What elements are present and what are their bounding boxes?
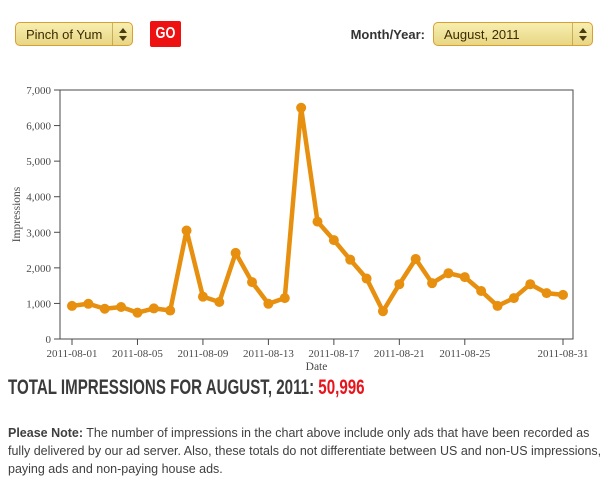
month-year-select-value: August, 2011 [444, 26, 520, 42]
svg-text:2011-08-01: 2011-08-01 [47, 348, 98, 360]
go-button-label: GO [155, 25, 176, 42]
svg-text:3,000: 3,000 [26, 227, 51, 239]
svg-text:2011-08-25: 2011-08-25 [439, 348, 490, 360]
note-text: Please Note: The number of impressions i… [8, 425, 605, 478]
site-select-value: Pinch of Yum [26, 26, 103, 42]
svg-text:2011-08-05: 2011-08-05 [112, 348, 163, 360]
chevron-up-icon [578, 27, 587, 33]
total-impressions-value: 50,996 [318, 376, 365, 399]
svg-text:Impressions: Impressions [11, 186, 23, 242]
svg-text:0: 0 [46, 334, 52, 346]
svg-text:2011-08-31: 2011-08-31 [538, 348, 589, 360]
chevron-down-icon [118, 35, 127, 41]
svg-text:2011-08-17: 2011-08-17 [308, 348, 359, 360]
impressions-chart: 0 1,000 2,000 3,000 4,000 5,000 6,000 7,000 2011… [0, 59, 613, 371]
svg-text:4,000: 4,000 [26, 192, 51, 204]
svg-text:5,000: 5,000 [26, 156, 51, 168]
select-stepper-icon [572, 23, 592, 45]
site-select[interactable]: Pinch of Yum [15, 22, 133, 46]
chevron-down-icon [578, 35, 587, 41]
total-impressions-label: TOTAL IMPRESSIONS FOR AUGUST, 2011: [8, 376, 315, 399]
impressions-line-chart: 0 1,000 2,000 3,000 4,000 5,000 6,000 7,000 2011… [11, 85, 589, 371]
svg-text:2011-08-13: 2011-08-13 [243, 348, 294, 360]
svg-text:2011-08-09: 2011-08-09 [177, 348, 228, 360]
total-impressions-heading: TOTAL IMPRESSIONS FOR AUGUST, 2011: 50,9… [8, 377, 613, 398]
svg-text:2011-08-21: 2011-08-21 [374, 348, 425, 360]
svg-text:Date: Date [306, 361, 328, 371]
svg-text:6,000: 6,000 [26, 121, 51, 133]
select-stepper-icon [112, 23, 132, 45]
month-year-select[interactable]: August, 2011 [433, 22, 593, 46]
svg-text:2,000: 2,000 [26, 263, 51, 275]
note-body: The number of impressions in the chart a… [8, 426, 602, 476]
toolbar: Pinch of Yum GO Month/Year: August, 2011 [0, 0, 613, 47]
month-year-group: Month/Year: August, 2011 [351, 22, 593, 46]
go-button[interactable]: GO [150, 21, 181, 47]
month-year-label: Month/Year: [350, 26, 425, 42]
svg-text:7,000: 7,000 [26, 85, 51, 97]
chevron-up-icon [118, 27, 127, 33]
svg-text:1,000: 1,000 [26, 298, 51, 310]
note-label: Please Note: [8, 426, 84, 440]
